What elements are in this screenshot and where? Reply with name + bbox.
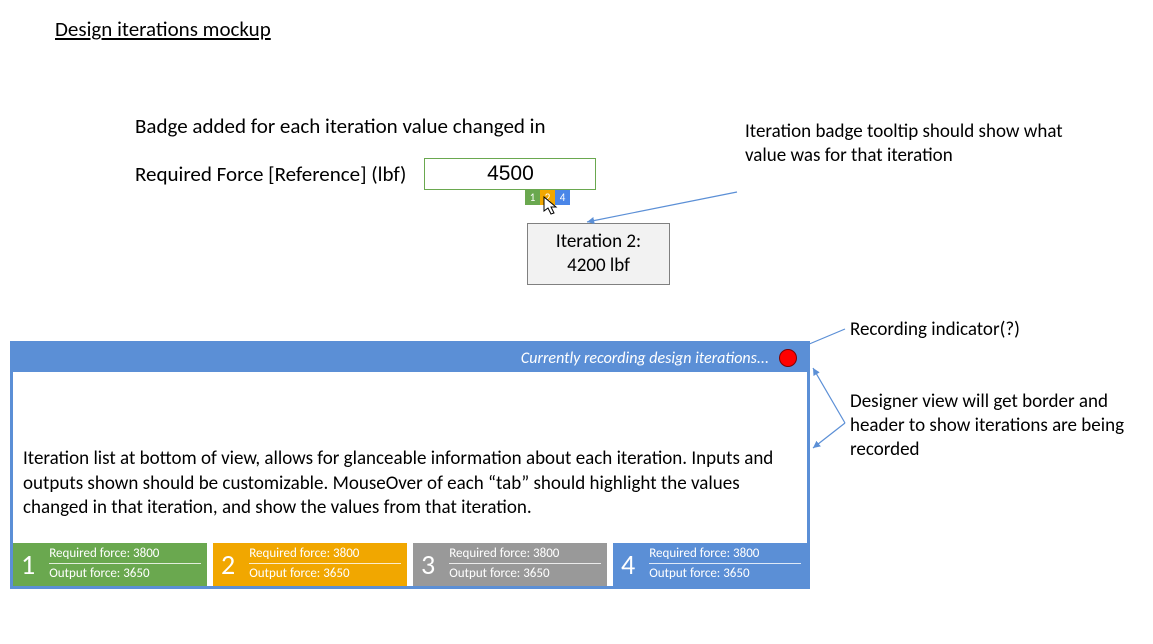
mini-badge-2[interactable]: 2	[540, 190, 555, 205]
required-force-label: Required Force [Reference] (lbf)	[135, 161, 406, 187]
tooltip-line2: 4200 lbf	[534, 254, 663, 278]
badge-added-note: Badge added for each iteration value cha…	[135, 113, 546, 139]
iteration-tabs-row: 1 Required force: 3800 Output force: 365…	[13, 543, 807, 586]
iteration-tab-1[interactable]: 1 Required force: 3800 Output force: 365…	[13, 543, 207, 586]
annotation-record: Recording indicator(?)	[850, 318, 1110, 342]
iteration-output: Output force: 3650	[449, 566, 601, 581]
required-force-input[interactable]	[424, 158, 596, 190]
iteration-output: Output force: 3650	[49, 566, 201, 581]
tooltip-line1: Iteration 2:	[534, 230, 663, 254]
iteration-number: 3	[413, 543, 443, 586]
recording-indicator-icon	[779, 349, 797, 367]
annotation-panel: Designer view will get border and header…	[850, 390, 1150, 461]
iteration-output: Output force: 3650	[249, 566, 401, 581]
panel-header: Currently recording design iterations...	[13, 344, 807, 372]
required-force-field-row: Required Force [Reference] (lbf)	[135, 158, 596, 190]
page-title: Design iterations mockup	[55, 16, 271, 42]
iteration-number: 2	[213, 543, 243, 586]
designer-panel: Currently recording design iterations...…	[10, 341, 810, 589]
arrow-panel-note	[805, 363, 855, 453]
arrow-tooltip-to-badge	[582, 192, 742, 232]
panel-body-text: Iteration list at bottom of view, allows…	[13, 372, 807, 541]
annotation-tooltip: Iteration badge tooltip should show what…	[745, 120, 1075, 168]
iteration-required: Required force: 3800	[649, 546, 801, 564]
mini-badge-4[interactable]: 4	[555, 190, 570, 205]
iteration-tab-4[interactable]: 4 Required force: 3800 Output force: 365…	[613, 543, 807, 586]
recording-status-text: Currently recording design iterations...	[521, 349, 769, 368]
iteration-number: 1	[13, 543, 43, 586]
iteration-required: Required force: 3800	[449, 546, 601, 564]
iteration-output: Output force: 3650	[649, 566, 801, 581]
iteration-mini-badges: 1 2 4	[525, 190, 570, 205]
iteration-tab-2[interactable]: 2 Required force: 3800 Output force: 365…	[213, 543, 407, 586]
iteration-required: Required force: 3800	[249, 546, 401, 564]
iteration-number: 4	[613, 543, 643, 586]
iteration-tab-3[interactable]: 3 Required force: 3800 Output force: 365…	[413, 543, 607, 586]
iteration-tooltip: Iteration 2: 4200 lbf	[527, 223, 670, 285]
iteration-required: Required force: 3800	[49, 546, 201, 564]
mini-badge-1[interactable]: 1	[525, 190, 540, 205]
